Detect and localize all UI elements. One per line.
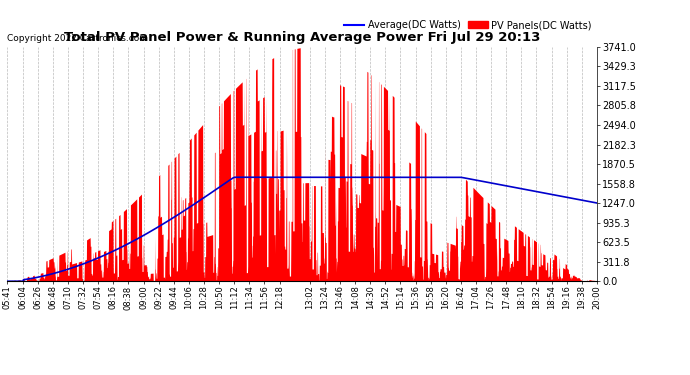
Text: Copyright 2022 Cartronics.com: Copyright 2022 Cartronics.com [7,34,148,43]
Legend: Average(DC Watts), PV Panels(DC Watts): Average(DC Watts), PV Panels(DC Watts) [344,20,592,30]
Title: Total PV Panel Power & Running Average Power Fri Jul 29 20:13: Total PV Panel Power & Running Average P… [63,32,540,44]
